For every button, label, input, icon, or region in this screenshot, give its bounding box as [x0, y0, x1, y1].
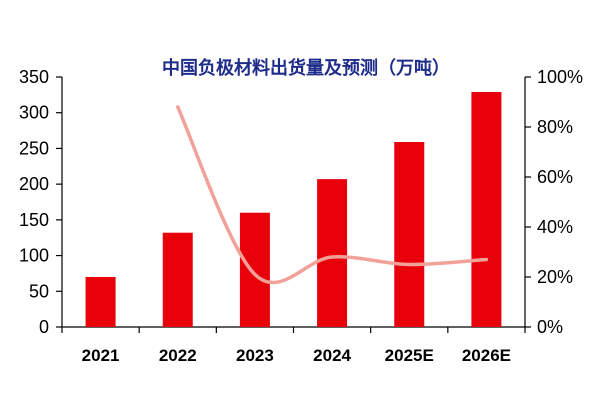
left-tick-label: 250	[19, 138, 49, 158]
bar	[394, 142, 425, 327]
left-tick-label: 50	[29, 281, 49, 301]
chart-title: 中国负极材料出货量及预测（万吨）	[162, 57, 450, 78]
x-tick-label: 2026E	[462, 346, 511, 365]
bar	[471, 92, 502, 327]
left-tick-label: 100	[19, 246, 49, 266]
bar	[239, 212, 270, 327]
bar	[85, 277, 116, 327]
x-tick-label: 2021	[82, 346, 120, 365]
bar	[317, 179, 348, 327]
right-tick-label: 20%	[537, 267, 573, 287]
left-tick-label: 150	[19, 210, 49, 230]
left-tick-label: 200	[19, 174, 49, 194]
bar-series	[85, 92, 502, 327]
right-tick-label: 0%	[537, 317, 563, 337]
right-tick-label: 80%	[537, 117, 573, 137]
line-path	[176, 105, 489, 285]
x-axis: 2021 2022 2023 2024 2025E 2026E	[61, 326, 526, 365]
left-y-axis: 0 50 100 150 200 250 300 350	[19, 67, 63, 337]
line-series	[176, 105, 489, 285]
x-tick-label: 2023	[236, 346, 274, 365]
left-tick-label: 350	[19, 67, 49, 87]
right-y-axis: 0% 20% 40% 60% 80% 100%	[524, 67, 583, 337]
left-tick-label: 0	[39, 317, 49, 337]
x-tick-label: 2024	[313, 346, 351, 365]
x-tick-label: 2022	[159, 346, 197, 365]
right-tick-label: 60%	[537, 167, 573, 187]
left-tick-label: 300	[19, 103, 49, 123]
right-tick-label: 40%	[537, 217, 573, 237]
x-tick-label: 2025E	[385, 346, 434, 365]
bar	[162, 232, 193, 327]
right-tick-label: 100%	[537, 67, 583, 87]
